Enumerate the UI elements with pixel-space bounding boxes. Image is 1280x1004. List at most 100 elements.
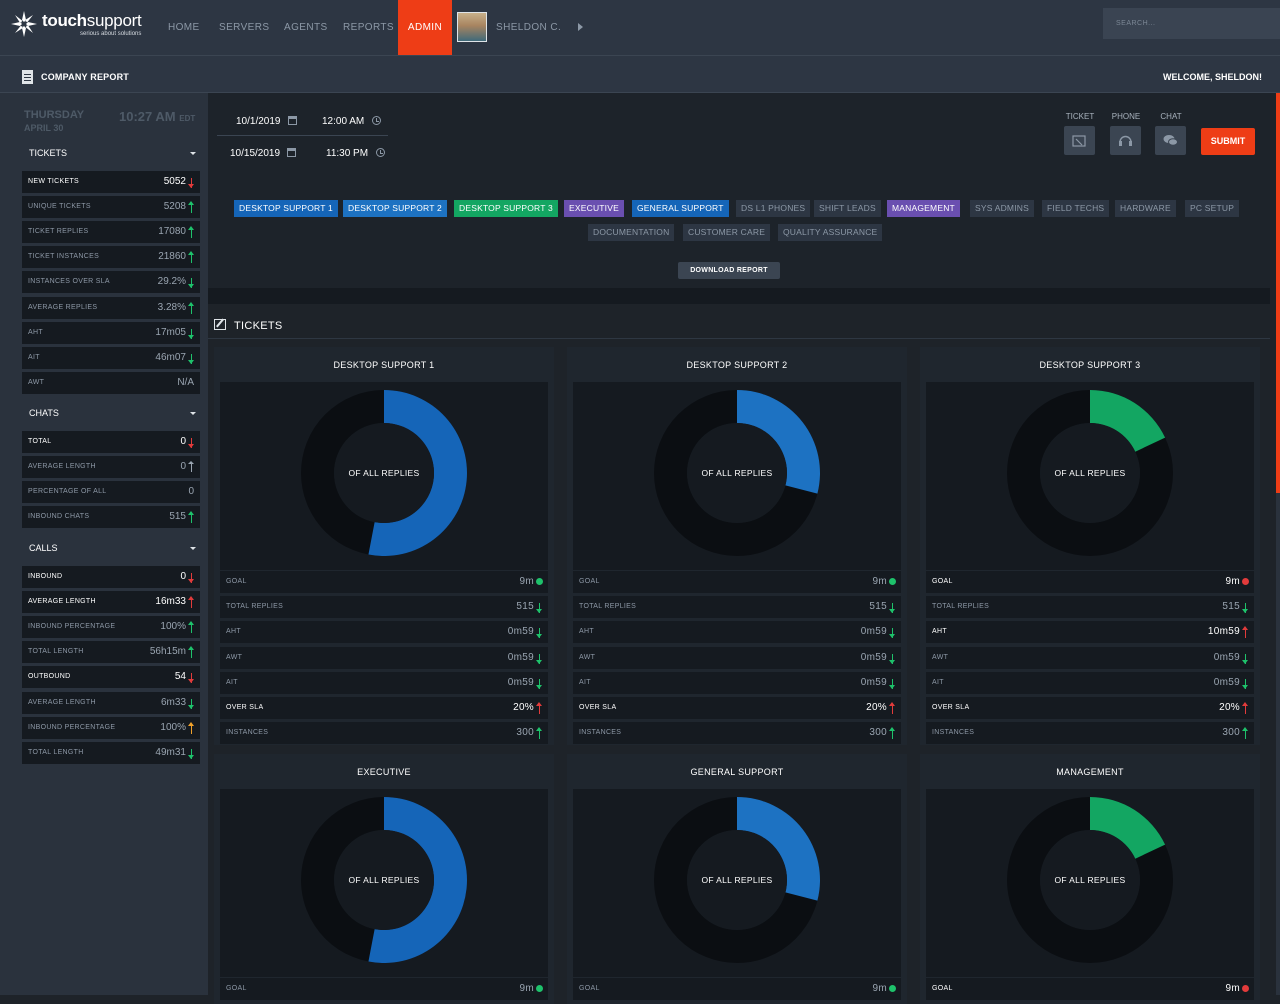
donut-hole (334, 830, 434, 930)
group-tag-sys-admins[interactable]: SYS ADMINS (970, 200, 1034, 217)
phone-toggle-button[interactable] (1110, 126, 1141, 155)
group-tag-quality-assurance[interactable]: QUALITY ASSURANCE (778, 224, 883, 241)
ticket-toggle-button[interactable] (1064, 126, 1095, 155)
current-time: 10:27 AM EDT (119, 109, 195, 124)
arrow-down-icon (188, 571, 195, 583)
group-tag-general-support[interactable]: GENERAL SUPPORT (632, 200, 729, 217)
start-date-field[interactable]: 10/1/2019 (236, 116, 297, 127)
stat-row: TOTAL 0 (22, 431, 200, 453)
search-input[interactable]: SEARCH... (1103, 8, 1280, 39)
group-tag-desktop-support-1[interactable]: DESKTOP SUPPORT 1 (234, 200, 338, 217)
stat-value: 0 (180, 461, 186, 473)
stat-value: 49m31 (155, 746, 186, 758)
stat-row: NEW TICKETS 5052 (22, 171, 200, 193)
donut-segment (368, 797, 467, 963)
clock-icon[interactable] (372, 116, 382, 125)
scrollbar-thumb[interactable] (1276, 93, 1280, 493)
collapse-caret-icon[interactable] (190, 547, 196, 550)
metric-row: TOTAL REPLIES 515 (926, 596, 1254, 619)
arrow-up-icon (889, 727, 896, 740)
arrow-up-icon (188, 201, 195, 214)
arrow-up-icon (188, 511, 195, 524)
metric-row: INSTANCES 300 (220, 722, 548, 745)
sidebar-section-chats[interactable]: CHATS (22, 403, 200, 423)
collapse-caret-icon[interactable] (190, 152, 196, 155)
user-name[interactable]: SHELDON C. (496, 22, 562, 33)
brand-name-light: support (86, 10, 142, 30)
ticket-icon (1072, 135, 1086, 147)
metric-label: AIT (579, 678, 591, 686)
submit-button[interactable]: SUBMIT (1201, 128, 1255, 155)
metric-value: 0m59 (507, 651, 534, 663)
donut-hole (1040, 830, 1140, 930)
arrow-down-icon (1242, 677, 1249, 689)
stat-label: INSTANCES OVER SLA (28, 278, 110, 286)
nav-reports[interactable]: REPORTS (343, 22, 394, 33)
nav-admin[interactable]: ADMIN (398, 0, 452, 55)
metric-value: 515 (869, 601, 887, 613)
user-menu-arrow-icon[interactable] (578, 23, 583, 31)
calendar-icon[interactable] (287, 148, 297, 157)
metric-value: 300 (1222, 727, 1240, 739)
scrollbar-track[interactable] (1276, 93, 1280, 995)
download-report-button[interactable]: DOWNLOAD REPORT (678, 262, 780, 279)
nav-agents[interactable]: AGENTS (284, 22, 328, 33)
donut-chart: OF ALL REPLIES (926, 382, 1254, 570)
stat-label: NEW TICKETS (28, 178, 80, 185)
group-tag-field-techs[interactable]: FIELD TECHS (1042, 200, 1110, 217)
metric-label: GOAL (932, 985, 953, 992)
collapse-caret-icon[interactable] (190, 412, 196, 415)
arrow-up-icon (889, 702, 896, 714)
stat-row: AVERAGE LENGTH 16m33 (22, 591, 200, 614)
group-tag-shift-leads[interactable]: SHIFT LEADS (814, 200, 881, 217)
tickets-section-heading: TICKETS (214, 319, 283, 332)
start-time-field[interactable]: 12:00 AM (322, 116, 382, 127)
sidebar-section-calls[interactable]: CALLS (22, 538, 200, 558)
team-card: MANAGEMENT OF ALL REPLIES GOAL 9m (920, 754, 1260, 1004)
group-tag-documentation[interactable]: DOCUMENTATION (588, 224, 675, 241)
metric-value: 0m59 (860, 626, 887, 638)
brand-tagline: serious about solutions (80, 30, 142, 37)
calendar-icon[interactable] (287, 116, 297, 125)
donut-hole (1040, 423, 1140, 523)
stat-row: AIT 46m07 (22, 346, 200, 369)
metric-row: AWT 0m59 (573, 646, 901, 669)
chat-toggle-button[interactable] (1155, 126, 1186, 155)
start-date-value: 10/1/2019 (236, 116, 281, 127)
end-time-field[interactable]: 11:30 PM (326, 148, 386, 159)
arrow-up-icon (1242, 626, 1249, 639)
group-tag-desktop-support-3[interactable]: DESKTOP SUPPORT 3 (454, 200, 558, 217)
arrow-down-icon (1242, 652, 1249, 664)
media-label-ticket: TICKET (1065, 112, 1095, 121)
group-tag-desktop-support-2[interactable]: DESKTOP SUPPORT 2 (343, 200, 447, 217)
donut-segment (1090, 797, 1166, 859)
metric-label: AWT (226, 653, 243, 661)
logo-burst-icon (11, 11, 37, 37)
metric-row: AHT 10m59 (926, 621, 1254, 644)
nav-home[interactable]: HOME (168, 22, 200, 33)
donut-center-label: OF ALL REPLIES (348, 875, 420, 885)
nav-servers[interactable]: SERVERS (219, 22, 270, 33)
group-tag-ds-l1-phones[interactable]: DS L1 PHONES (736, 200, 811, 217)
group-tag-customer-care[interactable]: CUSTOMER CARE (683, 224, 771, 241)
stat-value: 0 (180, 436, 186, 447)
user-avatar[interactable] (457, 12, 487, 42)
arrow-down-icon (1242, 601, 1249, 614)
donut-segment (1090, 390, 1166, 452)
arrow-down-icon (188, 697, 195, 709)
brand-logo[interactable]: touchsupport serious about solutions (10, 10, 142, 38)
group-tag-management[interactable]: MANAGEMENT (887, 200, 960, 217)
tickets-heading-text: TICKETS (234, 320, 283, 332)
group-tag-executive[interactable]: EXECUTIVE (564, 200, 624, 217)
sidebar-section-tickets[interactable]: TICKETS (22, 143, 200, 163)
metric-row: OVER SLA 20% (220, 697, 548, 719)
stat-row: AWT N/A (22, 371, 200, 394)
metric-row: INSTANCES 300 (926, 722, 1254, 745)
metric-label: TOTAL REPLIES (226, 603, 284, 611)
stat-row: AVERAGE LENGTH 0 (22, 456, 200, 479)
group-tag-hardware[interactable]: HARDWARE (1115, 200, 1176, 217)
metric-value: 20% (513, 702, 534, 713)
end-date-field[interactable]: 10/15/2019 (230, 148, 297, 159)
clock-icon[interactable] (376, 148, 386, 157)
group-tag-pc-setup[interactable]: PC SETUP (1185, 200, 1240, 217)
